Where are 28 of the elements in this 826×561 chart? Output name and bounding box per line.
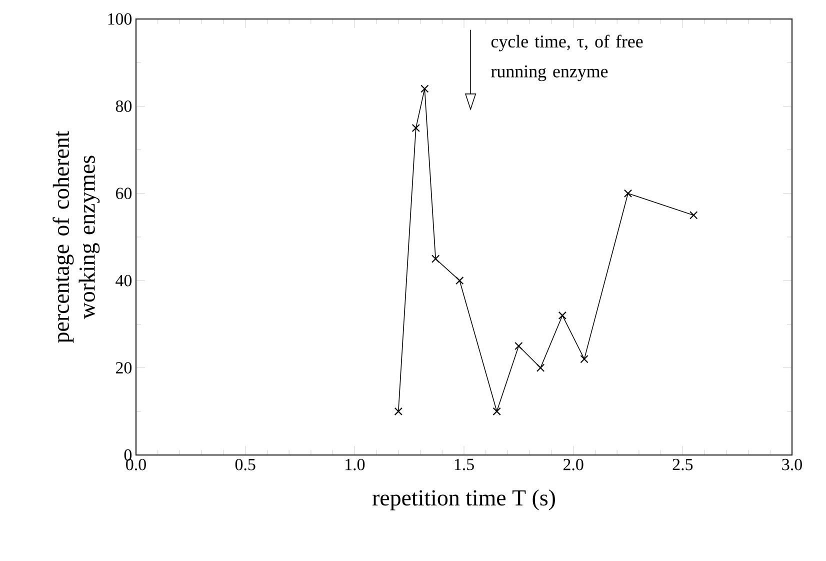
point	[456, 276, 464, 285]
x-tick-label: 0.0	[126, 458, 146, 470]
point	[624, 189, 632, 198]
point	[394, 407, 402, 416]
point	[690, 211, 698, 220]
point	[558, 311, 566, 320]
point	[580, 354, 588, 364]
point	[536, 364, 545, 372]
y-tick-label: 20	[116, 362, 132, 374]
point	[431, 254, 440, 263]
x-tick-label: 1.0	[346, 458, 365, 470]
y-axis-title: percentage of coherent working enzymes	[52, 130, 100, 343]
y-tick-label: 100	[108, 13, 132, 25]
point	[514, 342, 523, 350]
point	[492, 407, 501, 416]
annotation: cycle time, τ, of free running enzyme	[491, 34, 643, 82]
x-tick-label: 3.0	[782, 458, 802, 470]
x-axis-title: repetition time T (s)	[372, 489, 555, 510]
x-tick-label: 1.5	[454, 458, 474, 470]
y-tick-label: 0	[124, 449, 132, 461]
y-tick-label: 80	[116, 100, 132, 112]
point	[420, 84, 429, 93]
point	[412, 124, 420, 132]
x-tick-label: 0.5	[235, 458, 256, 470]
x-tick-label: 2.0	[564, 458, 584, 470]
y-tick-label: 40	[116, 274, 132, 286]
x-tick-label: 2.5	[672, 458, 693, 470]
y-tick-label: 60	[116, 188, 132, 200]
